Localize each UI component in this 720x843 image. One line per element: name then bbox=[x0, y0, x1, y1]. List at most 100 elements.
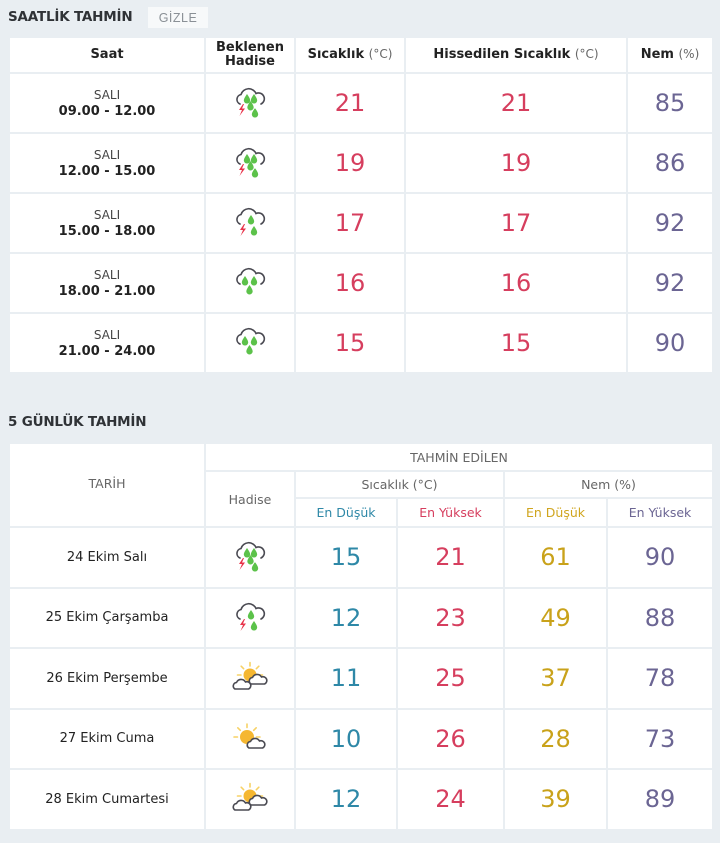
partly-cloudy-icon bbox=[232, 782, 268, 812]
header-temperature: Sıcaklık (°C) bbox=[294, 36, 406, 74]
sun-cloud-icon bbox=[233, 722, 266, 749]
date-cell: 24 Ekim Salı bbox=[8, 526, 206, 589]
humidity-min-value: 61 bbox=[503, 526, 608, 589]
event-cell bbox=[204, 526, 296, 589]
time-range: 21.00 - 24.00 bbox=[58, 343, 156, 359]
header-forecast: TAHMİN EDİLEN bbox=[204, 442, 714, 472]
humidity-max-value: 78 bbox=[606, 647, 714, 710]
hourly-row: SALI 18.00 - 21.00 16 16 92 bbox=[8, 252, 714, 314]
daily-forecast-title: 5 GÜNLÜK TAHMİN bbox=[8, 414, 147, 430]
day-label: SALI bbox=[93, 148, 121, 163]
header-humidity-max: En Yüksek bbox=[606, 497, 714, 528]
hourly-row: SALI 21.00 - 24.00 15 15 90 bbox=[8, 312, 714, 374]
humidity-min-value: 37 bbox=[503, 647, 608, 710]
feels-like-value: 19 bbox=[404, 132, 628, 194]
thunder-shower-icon bbox=[236, 602, 266, 631]
humidity-max-value: 88 bbox=[606, 586, 714, 649]
event-cell bbox=[204, 586, 296, 649]
daily-header-row-2: Hadise Sıcaklık (°C) Nem (%) bbox=[9, 470, 714, 528]
partly-cloudy-icon bbox=[232, 661, 268, 691]
header-humidity-group: Nem (%) bbox=[503, 470, 714, 499]
header-temp-label: Sıcaklık bbox=[307, 47, 365, 63]
hide-hourly-button[interactable]: GİZLE bbox=[148, 7, 208, 28]
rain-icon bbox=[236, 327, 266, 355]
header-temp-unit: (°C) bbox=[368, 47, 393, 62]
humidity-value: 85 bbox=[626, 72, 714, 134]
temperature-value: 19 bbox=[294, 132, 406, 194]
temperature-value: 15 bbox=[294, 312, 406, 374]
hourly-row: SALI 09.00 - 12.00 21 21 85 bbox=[8, 72, 714, 134]
time-range: 18.00 - 21.00 bbox=[58, 283, 156, 299]
event-cell bbox=[204, 252, 296, 314]
day-label: SALI bbox=[93, 208, 121, 223]
temp-min-value: 12 bbox=[294, 586, 398, 649]
thunder-shower-icon bbox=[236, 207, 266, 236]
temp-min-value: 10 bbox=[294, 707, 398, 770]
header-temp-min: En Düşük bbox=[294, 497, 398, 528]
day-label: SALI bbox=[93, 328, 121, 343]
daily-row: 24 Ekim Salı 15 21 61 90 bbox=[8, 526, 714, 589]
time-range: 15.00 - 18.00 bbox=[58, 223, 156, 239]
hourly-forecast-title: SAATLİK TAHMİN bbox=[8, 9, 133, 25]
header-humidity: Nem (%) bbox=[626, 36, 714, 74]
header-event-line2: Hadise bbox=[225, 54, 275, 69]
time-cell: SALI 09.00 - 12.00 bbox=[8, 72, 206, 134]
header-expected-event: Beklenen Hadise bbox=[204, 36, 296, 74]
daily-forecast-table: TARİH TAHMİN EDİLEN Hadise Sıcaklık (°C)… bbox=[8, 442, 714, 831]
feels-like-value: 17 bbox=[404, 192, 628, 254]
time-cell: SALI 12.00 - 15.00 bbox=[8, 132, 206, 194]
header-time: Saat bbox=[8, 36, 206, 74]
thunder-rain-icon bbox=[236, 147, 266, 178]
thunder-rain-icon bbox=[236, 87, 266, 118]
temp-max-value: 23 bbox=[396, 586, 505, 649]
event-cell bbox=[204, 192, 296, 254]
humidity-value: 86 bbox=[626, 132, 714, 194]
temp-max-value: 21 bbox=[396, 526, 505, 589]
time-cell: SALI 21.00 - 24.00 bbox=[8, 312, 206, 374]
time-cell: SALI 15.00 - 18.00 bbox=[8, 192, 206, 254]
temp-max-value: 24 bbox=[396, 768, 505, 831]
daily-header-row-3: En Düşük En Yüksek En Düşük En Yüksek bbox=[9, 497, 714, 528]
temperature-value: 16 bbox=[294, 252, 406, 314]
header-temp-max: En Yüksek bbox=[396, 497, 505, 528]
temp-min-value: 12 bbox=[294, 768, 398, 831]
event-cell bbox=[204, 707, 296, 770]
event-cell bbox=[204, 647, 296, 710]
humidity-min-value: 28 bbox=[503, 707, 608, 770]
time-cell: SALI 18.00 - 21.00 bbox=[8, 252, 206, 314]
time-range: 09.00 - 12.00 bbox=[58, 103, 156, 119]
header-event: Hadise bbox=[204, 470, 296, 528]
header-feels-unit: (°C) bbox=[574, 47, 599, 62]
header-feels-like: Hissedilen Sıcaklık (°C) bbox=[404, 36, 628, 74]
date-cell: 27 Ekim Cuma bbox=[8, 707, 206, 770]
humidity-value: 92 bbox=[626, 252, 714, 314]
header-event-line1: Beklenen bbox=[216, 40, 284, 56]
humidity-max-value: 90 bbox=[606, 526, 714, 589]
temp-max-value: 26 bbox=[396, 707, 505, 770]
daily-row: 25 Ekim Çarşamba 12 23 49 88 bbox=[8, 586, 714, 649]
header-feels-label: Hissedilen Sıcaklık bbox=[433, 47, 571, 63]
hourly-row: SALI 12.00 - 15.00 19 19 86 bbox=[8, 132, 714, 194]
date-cell: 26 Ekim Perşembe bbox=[8, 647, 206, 710]
event-cell bbox=[204, 312, 296, 374]
daily-row: 27 Ekim Cuma 10 26 28 73 bbox=[8, 707, 714, 770]
header-humidity-label: Nem bbox=[640, 47, 674, 63]
thunder-rain-icon bbox=[236, 542, 266, 572]
date-cell: 25 Ekim Çarşamba bbox=[8, 586, 206, 649]
event-cell bbox=[204, 768, 296, 831]
day-label: SALI bbox=[93, 268, 121, 283]
temp-min-value: 15 bbox=[294, 526, 398, 589]
header-humidity-unit: (%) bbox=[678, 47, 700, 62]
time-range: 12.00 - 15.00 bbox=[58, 163, 156, 179]
feels-like-value: 21 bbox=[404, 72, 628, 134]
event-cell bbox=[204, 132, 296, 194]
date-cell: 28 Ekim Cumartesi bbox=[8, 768, 206, 831]
hourly-forecast-table: Saat Beklenen Hadise Sıcaklık (°C) Hisse… bbox=[8, 36, 714, 374]
humidity-max-value: 73 bbox=[606, 707, 714, 770]
daily-row: 26 Ekim Perşembe 11 25 37 78 bbox=[8, 647, 714, 710]
hourly-row: SALI 15.00 - 18.00 17 17 92 bbox=[8, 192, 714, 254]
daily-row: 28 Ekim Cumartesi 12 24 39 89 bbox=[8, 768, 714, 831]
feels-like-value: 15 bbox=[404, 312, 628, 374]
temperature-value: 17 bbox=[294, 192, 406, 254]
header-date: TARİH bbox=[8, 442, 206, 528]
